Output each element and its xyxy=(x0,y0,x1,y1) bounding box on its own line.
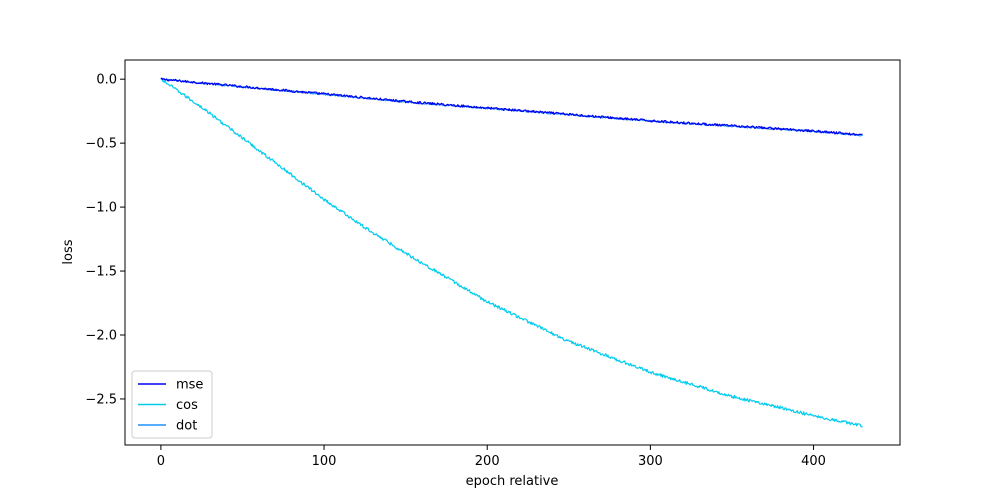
plot-frame xyxy=(124,59,901,446)
x-axis: 0 100 200 300 400 xyxy=(157,445,826,469)
series-layer xyxy=(160,77,863,428)
series-line-mse xyxy=(160,77,863,136)
y-tick-label: −1.0 xyxy=(85,201,117,216)
y-tick-label: 0.0 xyxy=(96,73,117,88)
y-axis: 0.0 −0.5 −1.0 −1.5 −2.0 −2.5 xyxy=(85,73,125,407)
x-tick-label: 200 xyxy=(475,454,500,469)
x-tick-label: 100 xyxy=(312,454,337,469)
legend-label-dot: dot xyxy=(176,419,197,434)
x-tick-label: 400 xyxy=(801,454,826,469)
legend-label-cos: cos xyxy=(176,398,198,413)
legend-box xyxy=(131,370,213,439)
x-tick-label: 0 xyxy=(157,454,165,469)
series-line-cos xyxy=(160,77,863,428)
legend-label-mse: mse xyxy=(176,378,203,393)
y-tick-label: −2.0 xyxy=(85,329,117,344)
y-tick-label: −0.5 xyxy=(85,137,117,152)
legend: mse cos dot xyxy=(131,370,213,439)
y-axis-label: loss xyxy=(61,239,76,264)
y-tick-label: −2.5 xyxy=(85,392,117,407)
x-axis-label: epoch relative xyxy=(466,474,559,489)
x-tick-label: 300 xyxy=(638,454,663,469)
y-tick-label: −1.5 xyxy=(85,265,117,280)
